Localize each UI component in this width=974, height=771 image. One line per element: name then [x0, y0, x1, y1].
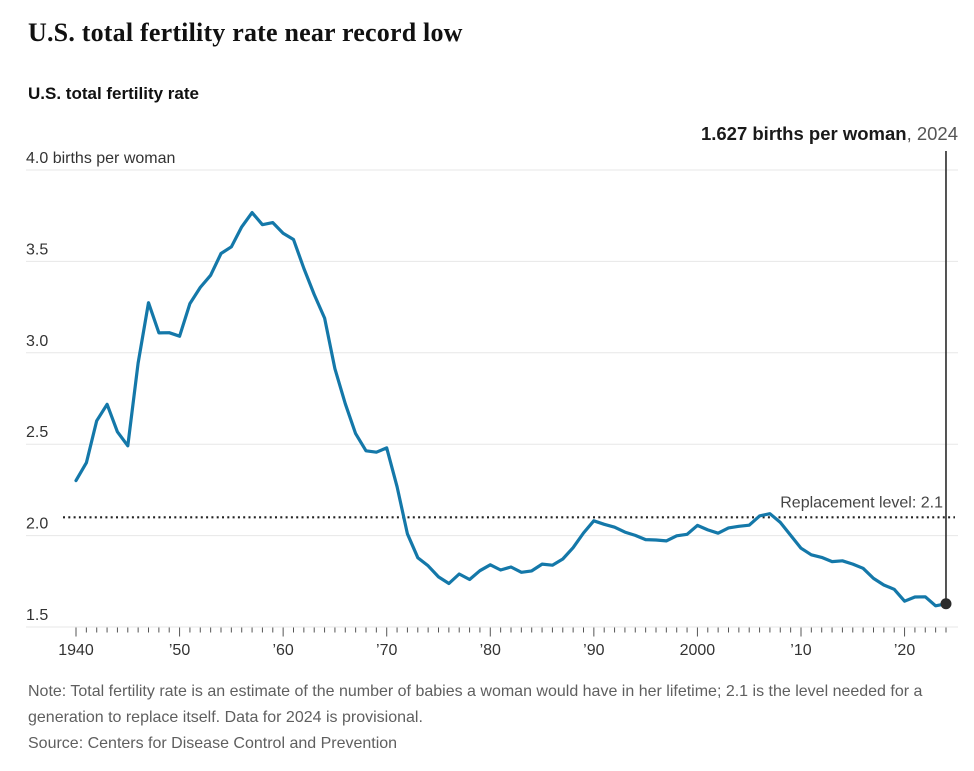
x-axis-label: ’10 — [790, 642, 811, 659]
x-axis-label: ’60 — [272, 642, 293, 659]
y-axis-label: 3.5 — [26, 241, 48, 258]
headline: U.S. total fertility rate near record lo… — [28, 18, 463, 47]
x-axis-labels: 1940 ’50 ’60 ’70 ’80 ’90 2000 ’10 ’20 — [58, 642, 915, 659]
fertility-rate-chart: 1.5 2.0 2.5 3.0 3.5 4.0 births per woman 1940… — [26, 123, 958, 659]
x-axis-label: ’80 — [480, 642, 501, 659]
y-axis-label: 1.5 — [26, 607, 48, 624]
x-axis-label: 1940 — [58, 642, 94, 659]
y-axis-label: 2.0 — [26, 516, 48, 533]
chart-subtitle: U.S. total fertility rate — [28, 84, 199, 103]
x-axis-label: ’90 — [583, 642, 604, 659]
latest-value-marker — [940, 598, 952, 610]
replacement-level-label: Replacement level: 2.1 — [780, 494, 943, 511]
x-axis-label: ’20 — [894, 642, 915, 659]
annotation-value: 1.627 births per woman — [701, 123, 907, 144]
x-axis-ticks — [75, 627, 947, 637]
x-axis-label: ’70 — [376, 642, 397, 659]
y-axis-label: 2.5 — [26, 424, 48, 441]
latest-value-annotation: 1.627 births per woman, 2024 — [701, 123, 958, 144]
note-text: Note: Total fertility rate is an estimat… — [28, 683, 923, 726]
y-axis-label: 3.0 — [26, 333, 48, 350]
y-axis-label: 4.0 births per woman — [26, 150, 175, 167]
source-text: Source: Centers for Disease Control and … — [28, 735, 398, 752]
footer: Note: Total fertility rate is an estimat… — [28, 679, 964, 757]
y-axis-labels: 1.5 2.0 2.5 3.0 3.5 4.0 births per woman — [26, 150, 175, 624]
annotation-year: , 2024 — [907, 123, 958, 144]
fertility-rate-line — [74, 211, 948, 608]
gridlines — [26, 169, 958, 628]
x-axis-label: ’50 — [169, 642, 190, 659]
x-axis-label: 2000 — [680, 642, 716, 659]
